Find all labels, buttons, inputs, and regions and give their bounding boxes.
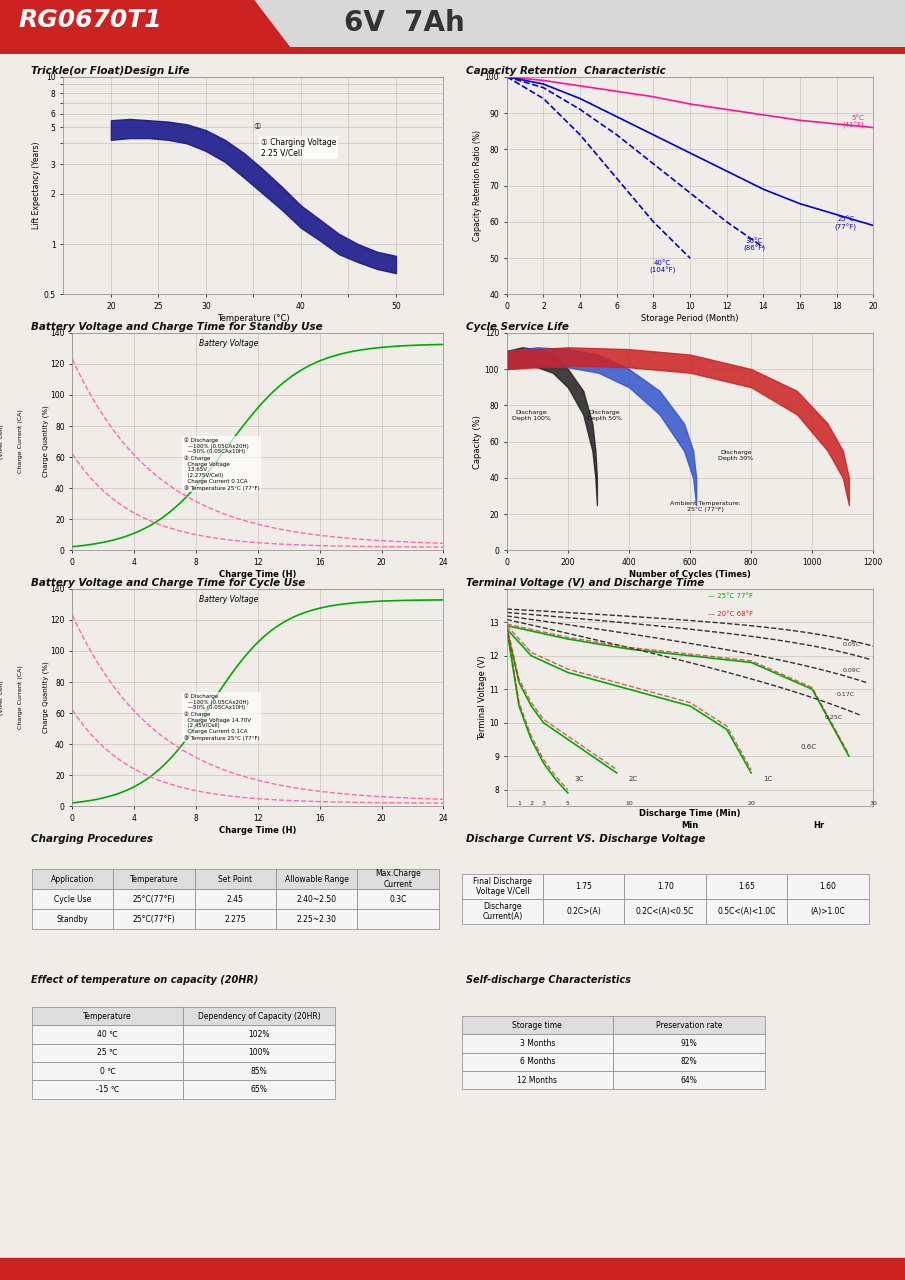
Text: 0.09C: 0.09C [843, 668, 861, 673]
Text: 0.25C: 0.25C [824, 716, 843, 721]
Text: 20: 20 [748, 801, 755, 805]
X-axis label: Charge Time (H): Charge Time (H) [219, 570, 297, 579]
Text: 2: 2 [529, 801, 533, 805]
Y-axis label: Capacity (%): Capacity (%) [473, 415, 481, 468]
Text: Discharge
Depth 30%: Discharge Depth 30% [719, 451, 754, 461]
Text: Cycle Service Life: Cycle Service Life [466, 321, 568, 332]
X-axis label: Charge Time (H): Charge Time (H) [219, 826, 297, 835]
Text: Charge Current (CA): Charge Current (CA) [18, 410, 23, 474]
Y-axis label: Charge Quantity (%): Charge Quantity (%) [43, 662, 49, 733]
Text: Min: Min [681, 822, 699, 831]
Text: Charge Current (CA): Charge Current (CA) [18, 666, 23, 730]
Text: 1: 1 [517, 801, 521, 805]
Y-axis label: Terminal Voltage (V): Terminal Voltage (V) [478, 655, 487, 740]
Y-axis label: Lift Expectancy (Years): Lift Expectancy (Years) [32, 142, 41, 229]
Text: 2C: 2C [629, 776, 638, 782]
Text: — 25°C 77°F: — 25°C 77°F [709, 593, 753, 599]
Text: 0.05C: 0.05C [843, 641, 861, 646]
Text: 0.17C: 0.17C [836, 692, 855, 696]
Text: 30: 30 [870, 801, 877, 805]
Text: Terminal Voltage (V) and Discharge Time: Terminal Voltage (V) and Discharge Time [466, 577, 704, 588]
X-axis label: Storage Period (Month): Storage Period (Month) [642, 314, 738, 323]
Polygon shape [0, 0, 290, 47]
Text: Charging Procedures: Charging Procedures [32, 833, 153, 844]
X-axis label: Number of Cycles (Times): Number of Cycles (Times) [629, 570, 751, 579]
Text: Battery Voltage and Charge Time for Standby Use: Battery Voltage and Charge Time for Stan… [32, 321, 323, 332]
Text: 40°C
(104°F): 40°C (104°F) [650, 260, 676, 274]
Text: RG0670T1: RG0670T1 [18, 9, 162, 32]
Text: ① Charging Voltage
2.25 V/Cell: ① Charging Voltage 2.25 V/Cell [261, 138, 337, 157]
Y-axis label: Capacity Retention Ratio (%): Capacity Retention Ratio (%) [473, 131, 481, 241]
Text: 3C: 3C [574, 776, 583, 782]
Text: Battery Voltage
(V/Per Cell): Battery Voltage (V/Per Cell) [0, 417, 4, 466]
Y-axis label: Charge Quantity (%): Charge Quantity (%) [43, 406, 49, 477]
Text: 5°C
(41°F): 5°C (41°F) [843, 115, 864, 129]
Text: ①: ① [253, 122, 261, 131]
Text: Trickle(or Float)Design Life: Trickle(or Float)Design Life [32, 65, 190, 76]
Text: Self-discharge Characteristics: Self-discharge Characteristics [466, 974, 631, 984]
Text: 25°C
(77°F): 25°C (77°F) [834, 216, 857, 230]
Text: 3: 3 [541, 801, 546, 805]
Text: Discharge Current VS. Discharge Voltage: Discharge Current VS. Discharge Voltage [466, 833, 705, 844]
Text: Ambient Temperature:
25°C (77°F): Ambient Temperature: 25°C (77°F) [670, 500, 740, 512]
X-axis label: Temperature (°C): Temperature (°C) [217, 314, 290, 323]
Text: Battery Voltage: Battery Voltage [198, 595, 258, 604]
Text: 6V  7Ah: 6V 7Ah [344, 9, 464, 37]
Text: Battery Voltage and Charge Time for Cycle Use: Battery Voltage and Charge Time for Cycl… [32, 577, 306, 588]
Text: 1C: 1C [763, 776, 773, 782]
Text: Effect of temperature on capacity (20HR): Effect of temperature on capacity (20HR) [32, 974, 259, 984]
Text: — 20°C 68°F: — 20°C 68°F [709, 611, 754, 617]
Text: 0.6C: 0.6C [800, 745, 816, 750]
Text: Discharge
Depth 100%: Discharge Depth 100% [512, 410, 550, 421]
Text: Battery Voltage
(V/Per Cell): Battery Voltage (V/Per Cell) [0, 673, 4, 722]
Text: Discharge
Depth 50%: Discharge Depth 50% [587, 410, 622, 421]
Text: Capacity Retention  Characteristic: Capacity Retention Characteristic [466, 65, 665, 76]
Text: 5: 5 [566, 801, 570, 805]
Text: Battery Voltage: Battery Voltage [198, 339, 258, 348]
Text: 10: 10 [625, 801, 633, 805]
Text: Hr: Hr [813, 822, 824, 831]
Text: ① Discharge
  —100% (0.05CAx20H)
  —50% (0.05CAx10H)
② Charge
  Charge Voltage
 : ① Discharge —100% (0.05CAx20H) —50% (0.0… [184, 438, 260, 490]
Text: 30°C
(86°F): 30°C (86°F) [743, 238, 766, 252]
X-axis label: Discharge Time (Min): Discharge Time (Min) [639, 809, 741, 818]
Text: ① Discharge
  —100% (0.05CAx20H)
  —50% (0.05CAx10H)
② Charge
  Charge Voltage 1: ① Discharge —100% (0.05CAx20H) —50% (0.0… [184, 694, 260, 741]
